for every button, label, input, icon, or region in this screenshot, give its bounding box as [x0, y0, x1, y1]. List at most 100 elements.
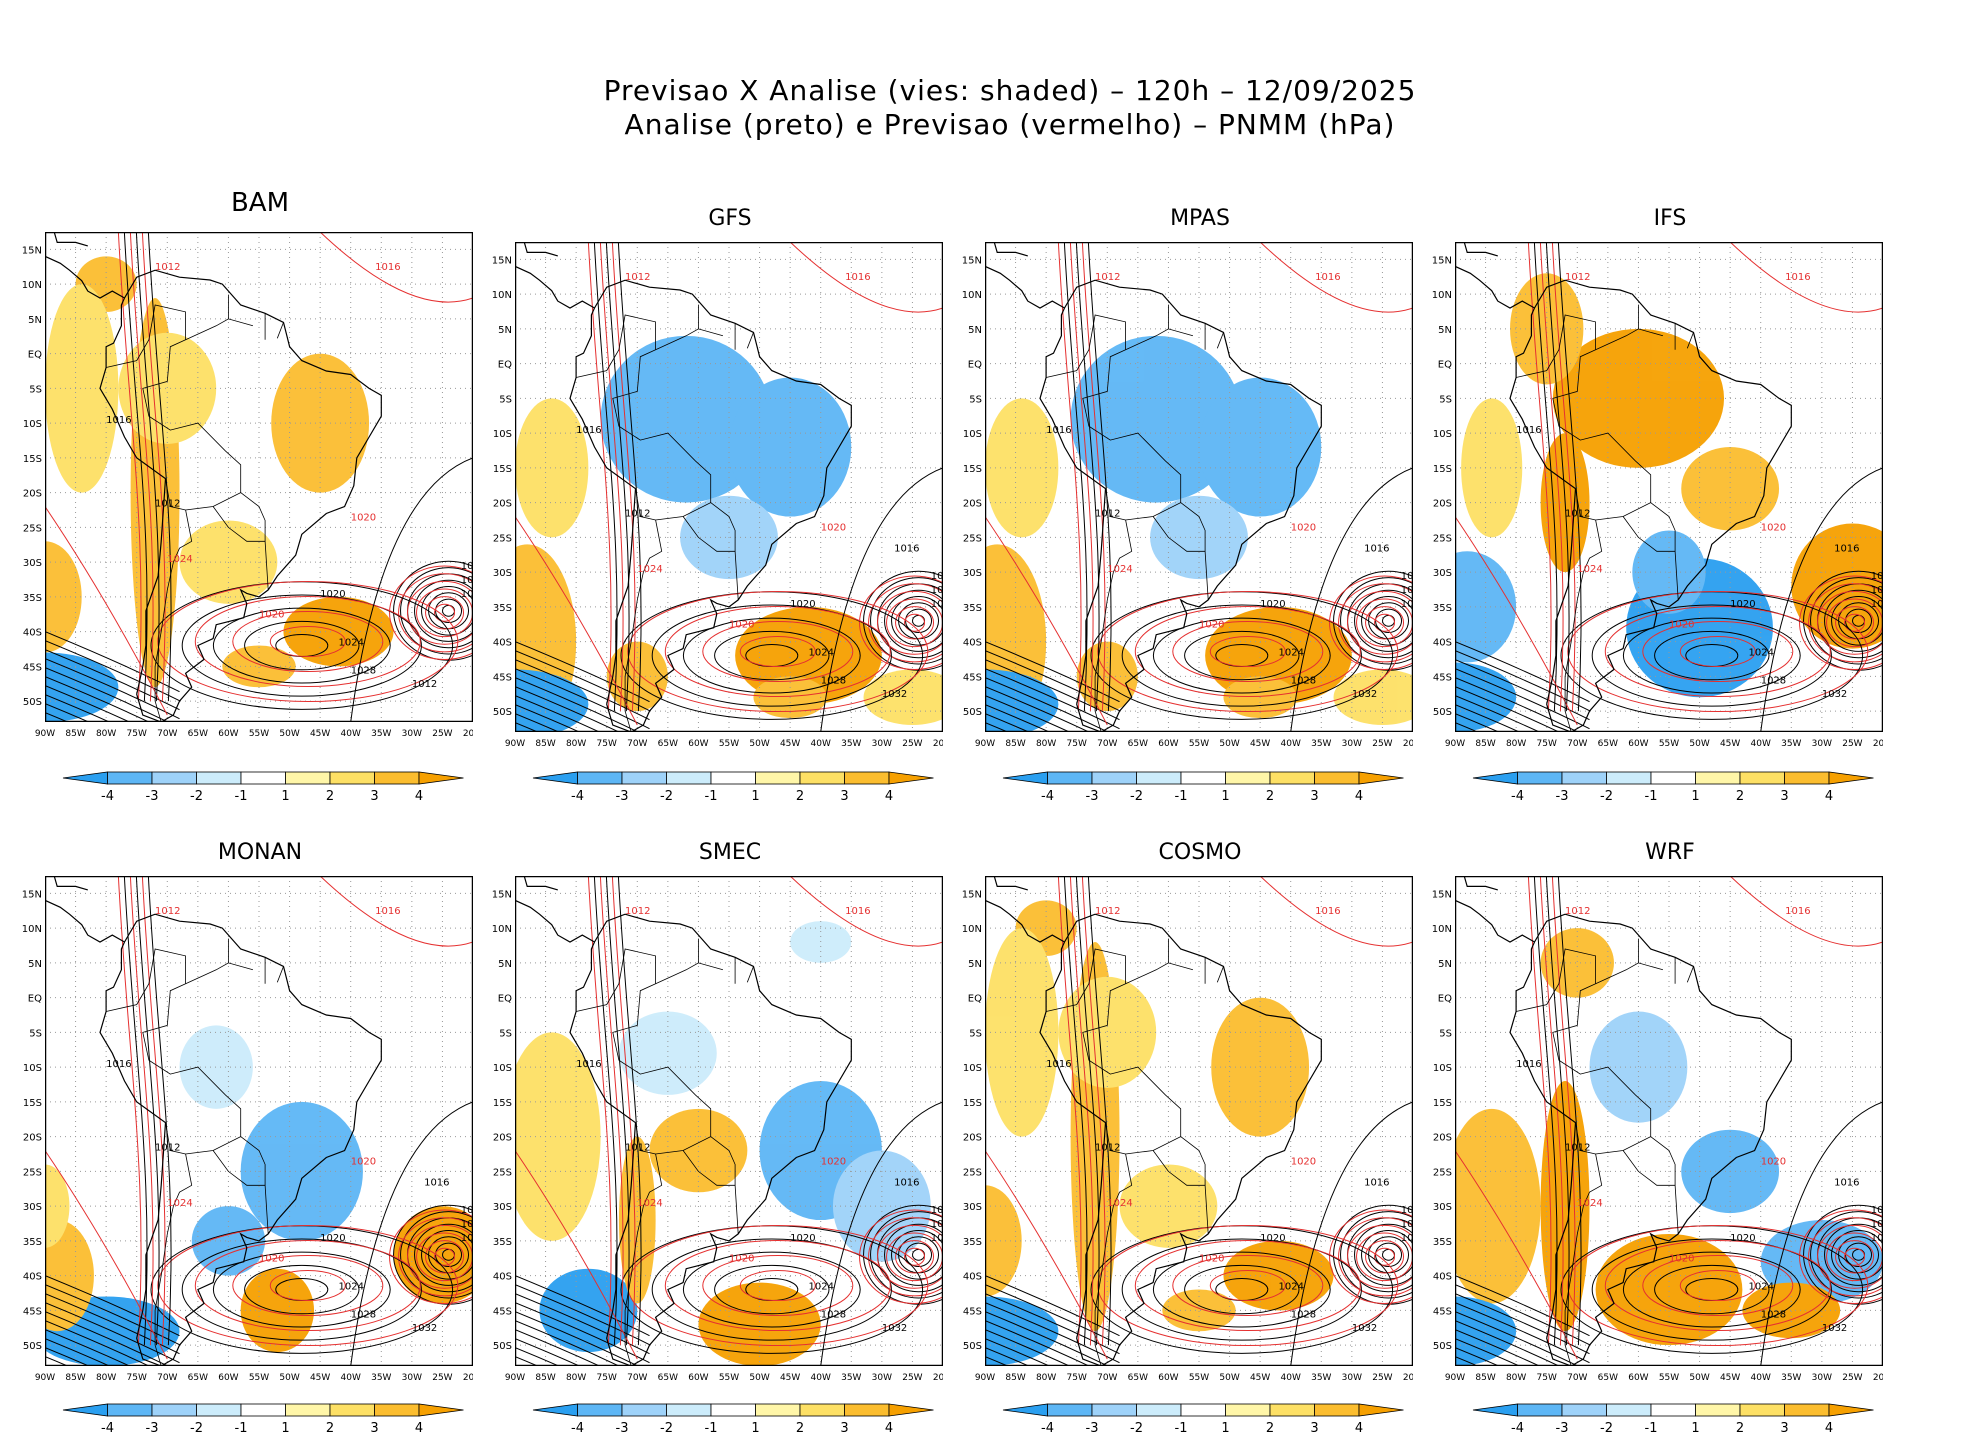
- lat-tick-label: 15S: [493, 1098, 512, 1109]
- lon-tick-label: 25W: [432, 1373, 452, 1383]
- lat-tick-label: 10S: [493, 429, 512, 440]
- isobar-label: 1016: [424, 1177, 449, 1188]
- isobar-label: 1016: [1516, 1059, 1541, 1070]
- lon-tick-label: 60W: [688, 1373, 708, 1383]
- lon-tick-label: 20W: [933, 739, 943, 749]
- lon-tick-label: 25W: [1372, 739, 1392, 749]
- colorbar-tick-label: 3: [1780, 789, 1788, 804]
- bias-area: [1162, 1289, 1236, 1332]
- isobar-label-forecast: 1012: [1565, 906, 1590, 917]
- colorbar-tick-label: -1: [235, 789, 248, 804]
- lon-tick-label: 60W: [1628, 739, 1648, 749]
- lat-tick-label: 5N: [28, 315, 42, 326]
- bias-area: [1595, 1233, 1743, 1346]
- lon-tick-label: 70W: [1567, 739, 1587, 749]
- isobar-label: 1016: [576, 1059, 601, 1070]
- lat-tick-label: 10S: [1433, 1063, 1452, 1074]
- isobar-label: 1000: [1401, 599, 1413, 610]
- isobar-label: 1016: [1046, 1059, 1071, 1070]
- lat-tick-label: 30S: [23, 1202, 42, 1213]
- isobar-label: 1000: [931, 599, 943, 610]
- lat-tick-label: 5N: [498, 325, 512, 336]
- isobar-label: 1000: [931, 1233, 943, 1244]
- colorbar-tick-label: 1: [751, 1421, 759, 1436]
- lon-tick-label: 65W: [658, 739, 678, 749]
- lon-tick-label: 70W: [157, 729, 177, 739]
- isobar-label: 1000: [1871, 599, 1883, 610]
- colorbar-tick-label: -3: [146, 1421, 159, 1436]
- isobar-label-forecast: 1020: [729, 1254, 754, 1265]
- isobar-label: 1012: [625, 1143, 650, 1154]
- isobar-label: 1012: [1095, 509, 1120, 520]
- lat-tick-label: 50S: [493, 707, 512, 718]
- lat-tick-label: 25S: [23, 1167, 42, 1178]
- lon-tick-label: 40W: [1281, 739, 1301, 749]
- bias-area: [649, 1108, 748, 1193]
- lat-tick-label: 10S: [493, 1063, 512, 1074]
- isobar-label: 1020: [320, 589, 345, 600]
- isobar-label: 1024: [808, 1282, 833, 1293]
- lon-tick-label: 85W: [1475, 739, 1495, 749]
- panel-title: COSMO: [1158, 840, 1242, 865]
- lat-tick-label: 15S: [23, 454, 42, 465]
- figure-title: Previsao X Analise (vies: shaded) – 120h…: [0, 74, 1964, 142]
- lat-tick-label: 20S: [1433, 1133, 1452, 1144]
- colorbar-tick-label: -3: [616, 789, 629, 804]
- bias-area: [539, 1268, 638, 1353]
- lat-tick-label: EQ: [498, 994, 512, 1005]
- colorbar-tick-label: -4: [1511, 1421, 1524, 1436]
- bias-area: [1455, 1108, 1541, 1304]
- colorbar: -4 -3 -2 -1 1 2 3 4: [532, 1403, 934, 1436]
- lon-tick-label: 50W: [749, 739, 769, 749]
- colorbar-tick-label: 4: [1825, 1421, 1833, 1436]
- isobar-label: 1012: [931, 571, 943, 582]
- isobar-label: 1032: [882, 689, 907, 700]
- colorbar-tick-label: -2: [660, 789, 673, 804]
- lat-tick-label: 10N: [492, 290, 512, 301]
- lat-tick-label: 50S: [1433, 1341, 1452, 1352]
- colorbar-tick-label: -4: [101, 789, 114, 804]
- lon-tick-label: 90W: [505, 739, 525, 749]
- colorbar-tick-label: -2: [190, 789, 203, 804]
- lat-tick-label: 25S: [23, 523, 42, 534]
- lon-tick-label: 75W: [127, 729, 147, 739]
- isobar-label: 1012: [412, 679, 437, 690]
- colorbar-tick-label: 4: [415, 789, 423, 804]
- lon-tick-label: 40W: [811, 739, 831, 749]
- lat-tick-label: 50S: [1433, 707, 1452, 718]
- isobar-label: 1024: [338, 638, 363, 649]
- colorbar-tick-label: 1: [1691, 1421, 1699, 1436]
- lon-tick-label: 90W: [1445, 739, 1465, 749]
- lat-tick-label: 10S: [23, 419, 42, 430]
- lon-tick-label: 20W: [463, 1373, 473, 1383]
- lon-tick-label: 20W: [1403, 1373, 1413, 1383]
- lon-tick-label: 25W: [902, 1373, 922, 1383]
- lon-tick-label: 40W: [341, 729, 361, 739]
- axis-labels: 15N 10N 5N EQ 5S 10S 15S 20S 25S 30S 35S 40S 45S 50S 9…: [492, 255, 943, 749]
- lon-tick-label: 85W: [535, 1373, 555, 1383]
- lat-tick-label: 15N: [1432, 255, 1452, 266]
- lon-tick-label: 45W: [310, 1373, 330, 1383]
- lon-tick-label: 40W: [811, 1373, 831, 1383]
- isobar-label: 1012: [1565, 509, 1590, 520]
- lon-tick-label: 85W: [1005, 739, 1025, 749]
- title-line-2: Analise (preto) e Previsao (vermelho) – …: [624, 108, 1396, 141]
- isobar-label-forecast: 1024: [167, 1198, 192, 1209]
- lon-tick-label: 80W: [1506, 739, 1526, 749]
- bias-area: [1058, 976, 1157, 1088]
- colorbar: -4 -3 -2 -1 1 2 3 4: [1002, 1403, 1404, 1436]
- lon-tick-label: 30W: [402, 1373, 422, 1383]
- isobar-label: 1028: [1291, 675, 1316, 686]
- colorbar-tick-label: 3: [370, 789, 378, 804]
- colorbar-tick-label: -2: [190, 1421, 203, 1436]
- colorbar: -4 -3 -2 -1 1 2 3 4: [62, 1403, 464, 1436]
- isobar-label: 1020: [790, 1233, 815, 1244]
- colorbar-tick-label: -1: [1175, 1421, 1188, 1436]
- colorbar-tick-label: 2: [796, 1421, 804, 1436]
- colorbar-tick-label: -1: [235, 1421, 248, 1436]
- lat-tick-label: 20S: [493, 499, 512, 510]
- isobar-label-forecast: 1020: [1199, 620, 1224, 631]
- isobar-label: 1008: [461, 1219, 473, 1230]
- lon-tick-label: 60W: [1158, 739, 1178, 749]
- colorbar-tick-label: 4: [415, 1421, 423, 1436]
